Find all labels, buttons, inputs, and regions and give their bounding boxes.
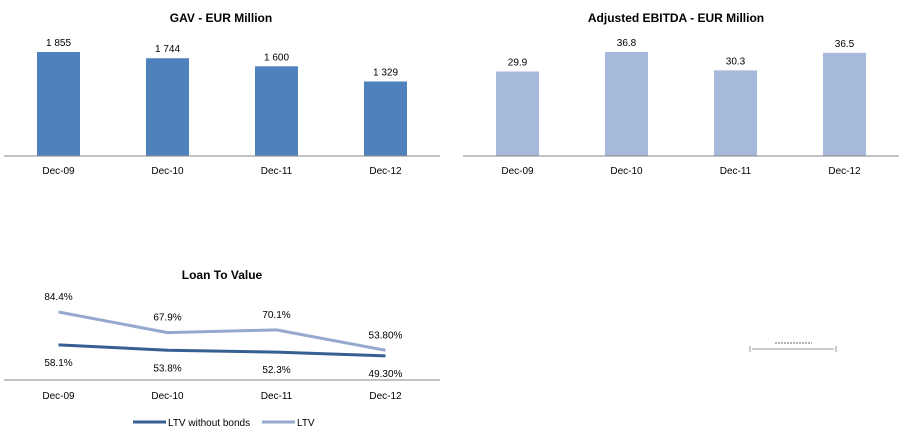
ltv-without-bonds-line bbox=[58, 343, 386, 358]
ltv-without-bonds-data-label: 52.3% bbox=[262, 365, 290, 376]
gav-bar bbox=[37, 52, 80, 156]
ltv-chart-title: Loan To Value bbox=[182, 268, 263, 282]
gav-data-label: 1 329 bbox=[373, 67, 398, 78]
ltv-chart: Loan To Value 84.4% 67.9% 70.1% 53.80% 58.1%… bbox=[4, 268, 440, 429]
ebitda-bar bbox=[823, 52, 866, 156]
legend-label-ltv: LTV bbox=[297, 418, 315, 429]
gav-chart-title: GAV - EUR Million bbox=[170, 11, 272, 25]
ltv-data-label: 67.9% bbox=[153, 313, 181, 324]
ltv-data-label: 70.1% bbox=[262, 310, 290, 321]
ebitda-tick-label: Dec-09 bbox=[501, 166, 534, 177]
ltv-legend: LTV without bonds LTV bbox=[133, 418, 315, 429]
ltv-data-label: 84.4% bbox=[44, 292, 72, 303]
ebitda-data-label: 36.8 bbox=[617, 38, 637, 49]
gav-data-label: 1 855 bbox=[46, 38, 71, 49]
ebitda-bar bbox=[605, 52, 648, 156]
ebitda-chart-title: Adjusted EBITDA - EUR Million bbox=[588, 11, 764, 25]
gav-tick-label: Dec-09 bbox=[42, 166, 75, 177]
ltv-data-label: 53.80% bbox=[369, 330, 403, 341]
ebitda-tick-label: Dec-10 bbox=[610, 166, 643, 177]
ebitda-tick-label: Dec-11 bbox=[720, 166, 752, 177]
gav-tick-label: Dec-12 bbox=[369, 166, 402, 177]
ebitda-chart: Adjusted EBITDA - EUR Million 29.9 36.8 30… bbox=[463, 11, 899, 177]
ltv-without-bonds-data-label: 53.8% bbox=[153, 363, 181, 374]
ebitda-bar bbox=[496, 71, 539, 156]
ltv-without-bonds-data-label: 58.1% bbox=[44, 358, 72, 369]
ltv-tick-label: Dec-10 bbox=[151, 391, 184, 402]
legend-label-ltv-without-bonds: LTV without bonds bbox=[168, 418, 250, 429]
gav-bar bbox=[146, 58, 189, 157]
ebitda-bar bbox=[714, 70, 757, 156]
gav-data-label: 1 600 bbox=[264, 52, 289, 63]
ltv-tick-label: Dec-09 bbox=[42, 391, 75, 402]
gav-tick-label: Dec-10 bbox=[151, 166, 184, 177]
gav-bar bbox=[364, 81, 407, 156]
gav-data-label: 1 744 bbox=[155, 44, 180, 55]
ltv-tick-label: Dec-11 bbox=[261, 391, 293, 402]
ltv-tick-label: Dec-12 bbox=[369, 391, 402, 402]
ebitda-data-label: 29.9 bbox=[508, 58, 528, 69]
gav-tick-label: Dec-11 bbox=[261, 166, 293, 177]
ebitda-data-label: 30.3 bbox=[726, 56, 746, 67]
ebitda-tick-label: Dec-12 bbox=[828, 166, 861, 177]
ebitda-data-label: 36.5 bbox=[835, 39, 855, 50]
ltv-line bbox=[58, 310, 386, 352]
ltv-without-bonds-data-label: 49.30% bbox=[369, 369, 403, 380]
empty-placeholder-mark bbox=[749, 342, 837, 352]
gav-bar bbox=[255, 66, 298, 156]
gav-chart: GAV - EUR Million 1 855 1 744 1 600 1 329 D… bbox=[4, 11, 440, 177]
